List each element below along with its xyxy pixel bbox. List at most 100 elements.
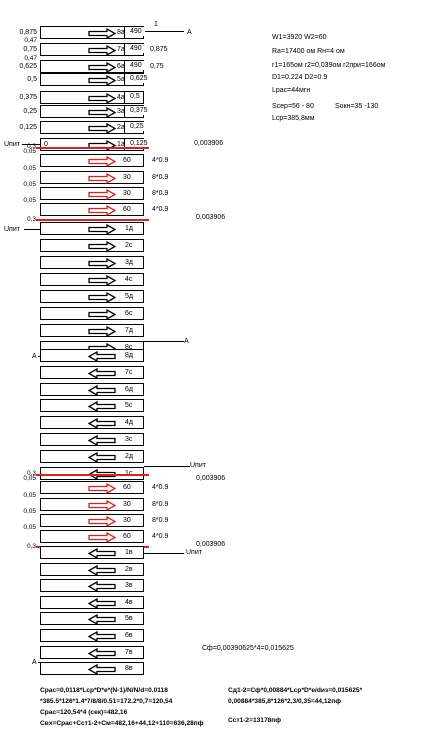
gap-label: 0,05 <box>23 508 36 515</box>
shield-note: 4*0.9 <box>152 157 169 164</box>
red-separator-line <box>36 147 149 149</box>
winding-section: 60 <box>40 481 144 495</box>
section-label: 3в <box>125 582 133 589</box>
section-label: 2с <box>125 242 133 249</box>
winding-section: 2а 0,25 <box>40 121 147 135</box>
arrow-right-icon <box>88 531 117 544</box>
gap-label: 0,3 <box>26 216 36 223</box>
shield-note: 8*0.9 <box>152 517 169 524</box>
winding-section: 3д <box>40 256 144 270</box>
upit-lead-4 <box>144 553 184 554</box>
section-label: 5в <box>125 615 133 622</box>
section-value: 0,25 <box>127 122 147 131</box>
arrow-right-icon <box>88 240 117 253</box>
winding-section: 1д <box>40 222 144 236</box>
winding-section: 5д <box>40 290 144 304</box>
windings-text: W1=3920 W2=60 <box>272 34 327 41</box>
section-label: 30 <box>123 174 131 181</box>
shield-note: 4*0.9 <box>152 484 169 491</box>
arrow-right-icon <box>88 515 117 528</box>
arrow-left-icon <box>87 350 116 363</box>
formula-3: Срас=120,54*4 (сек)=482,16 <box>40 709 128 716</box>
section-label: 6с <box>125 310 133 317</box>
formula-5: Сд1-2=Сф*0,00884*Lср*D*e/dиз=0,015625* <box>228 687 363 694</box>
section-label: 4с <box>125 276 133 283</box>
section-label: 7в <box>125 649 133 656</box>
winding-section: 6д <box>40 383 144 397</box>
section-value: 490 <box>127 44 145 53</box>
window-section-text: Sокн=35 -130 <box>335 103 379 110</box>
section-label: 7д <box>125 327 133 334</box>
row-level-label: 0,75 <box>23 46 37 53</box>
winding-section: 30 <box>40 187 144 201</box>
row-level-label: 0,625 <box>19 63 37 70</box>
arrow-left-icon <box>87 547 116 560</box>
gap-label: 0,05 <box>23 475 36 482</box>
shield-note: 8*0.9 <box>152 501 169 508</box>
section-label: 1а <box>117 141 125 148</box>
winding-section: 4в <box>40 596 144 610</box>
lead-line-a-bottom <box>38 662 40 663</box>
section-label: 60 <box>123 484 131 491</box>
section-label: 4а <box>117 94 125 101</box>
section-label: 8д <box>125 352 133 359</box>
section-value: 0,625 <box>127 74 151 83</box>
winding-section: 5в <box>40 612 144 626</box>
gap-label: 0,47 <box>24 37 37 44</box>
section-label: 60 <box>123 533 131 540</box>
arrow-right-icon <box>88 274 117 287</box>
shield-note: 4*0.9 <box>152 533 169 540</box>
value-box-divider <box>124 121 144 134</box>
gap-label: 0,3 <box>26 543 36 550</box>
arrow-right-icon <box>88 308 117 321</box>
lead-line-a-left <box>38 356 40 357</box>
section-label: 2д <box>125 453 133 460</box>
arrow-right-icon <box>88 188 117 201</box>
winding-section: 60 <box>40 530 144 544</box>
formula-4: Свх=Срас+Сст1-2+См=482,16+44,12+110=636,… <box>40 720 204 727</box>
section-label: 8с <box>125 344 133 351</box>
section-label: 4д <box>125 419 133 426</box>
section-label: 60 <box>123 157 131 164</box>
formula-2: *385.5*126*1.4*7/8/8/0.51=172.2*0,7=120,… <box>40 698 173 705</box>
winding-section: 5с <box>40 399 144 413</box>
gap-label: 0,3 <box>26 143 36 150</box>
arrow-left-icon <box>87 400 116 413</box>
formula-1: Срас=0,0118*Lср*D*e*(N-1)/N/N/d=0.0118 <box>40 687 168 694</box>
winding-section: 4а 0,5 <box>40 91 144 105</box>
row-level-label: 0,875 <box>19 29 37 36</box>
section-label: 1с <box>125 469 132 478</box>
section-label: 8а <box>117 29 125 36</box>
coef-4: 0,003906 <box>196 541 226 548</box>
arrow-left-icon <box>87 597 116 610</box>
value-box-divider <box>124 91 144 104</box>
marker-one: 1 <box>154 21 158 28</box>
winding-section: 2д <box>40 450 144 464</box>
arrow-left-icon <box>87 367 116 380</box>
arrow-right-icon <box>88 122 117 135</box>
section-label: 2в <box>125 566 133 573</box>
section-label: 5д <box>125 293 133 300</box>
winding-section: 3а 0,375 <box>40 105 151 119</box>
winding-section: 4с <box>40 273 144 287</box>
row-right-label: 0,875 <box>150 46 168 53</box>
section-label: 3с <box>125 436 133 443</box>
red-separator-line <box>36 219 149 221</box>
resistance2-text: r1=165ом r2=0,039ом r2при=166ом <box>272 62 386 69</box>
arrow-left-icon <box>87 647 116 660</box>
winding-section: 4д <box>40 416 144 430</box>
arrow-right-icon <box>88 204 117 217</box>
formula-7: Сст1-2=13178пф <box>228 717 282 724</box>
arrow-left-icon <box>87 564 116 577</box>
section-label: 5а <box>117 76 125 83</box>
section-label: 6в <box>125 632 133 639</box>
core-section-text: Sсер=56 - 80 <box>272 103 314 110</box>
lead-line-top <box>144 31 184 32</box>
arrow-left-icon <box>87 630 116 643</box>
arrow-right-icon <box>88 44 117 57</box>
inductance-text: Lрас=44мгн <box>272 87 311 94</box>
value-box-divider <box>124 73 144 86</box>
winding-section: 7а 490 <box>40 43 145 57</box>
row-level-label: 0,375 <box>19 94 37 101</box>
value-box-divider <box>124 105 144 118</box>
